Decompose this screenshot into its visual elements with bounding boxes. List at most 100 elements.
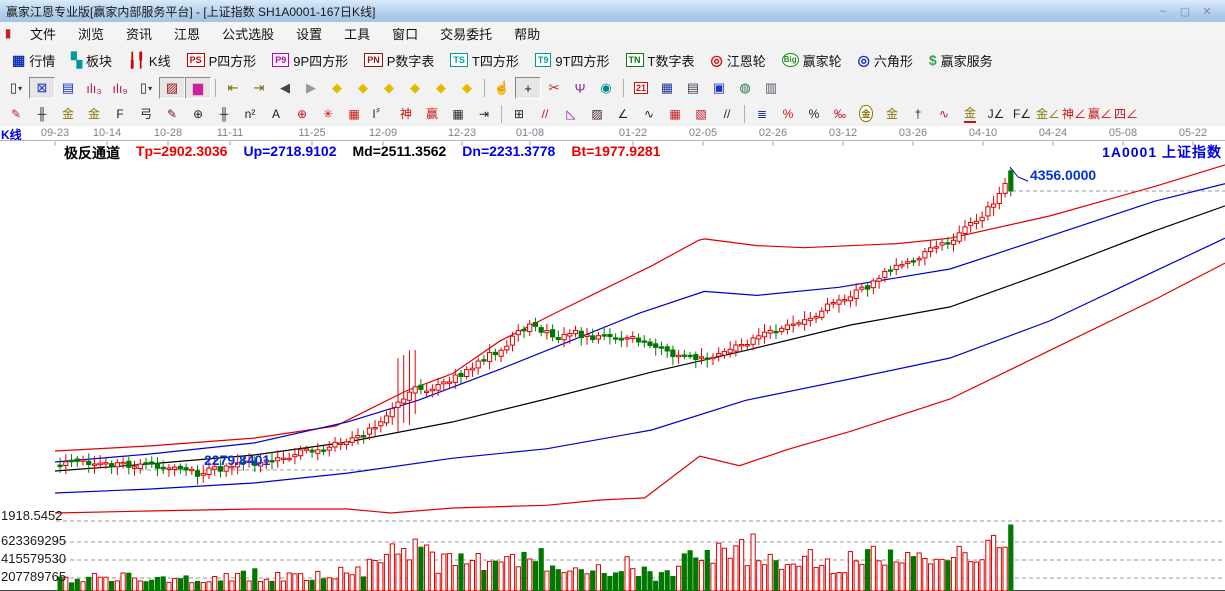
t-number-table-button[interactable]: TN T数字表 — [618, 49, 703, 72]
starburst-icon[interactable]: ✳ — [315, 103, 341, 125]
gold-section-a-icon[interactable]: 金 — [55, 103, 81, 125]
red-wave-icon[interactable]: ∿ — [931, 103, 957, 125]
angle-lines-icon[interactable]: ∠ — [610, 103, 636, 125]
calendar-21-icon[interactable]: 21 — [628, 77, 654, 99]
n-square-icon[interactable]: n² — [237, 103, 263, 125]
shen-tool-icon[interactable]: 神 — [393, 103, 419, 125]
p-number-table-button[interactable]: PN P数字表 — [356, 49, 442, 72]
minimize-icon[interactable]: – — [1159, 4, 1167, 17]
f10-info-icon[interactable]: ▤ — [55, 77, 81, 99]
kline-button[interactable]: ╽╿ K线 — [120, 49, 179, 72]
red-fan-icon[interactable]: // — [532, 103, 558, 125]
brush-marker-icon[interactable]: † — [905, 103, 931, 125]
parallel-lines-icon[interactable]: // — [714, 103, 740, 125]
percent-levels-icon[interactable]: ‰ — [827, 103, 853, 125]
box-fan-icon[interactable]: ▨ — [584, 103, 610, 125]
gold-circle-icon[interactable]: 金 — [853, 103, 879, 125]
shift-left-diamond-icon[interactable]: ◆ — [324, 77, 350, 99]
angle-a-icon[interactable]: A — [263, 103, 289, 125]
four-angle-icon[interactable]: 四∠ — [1113, 103, 1139, 125]
f-angle-icon[interactable]: F∠ — [1009, 103, 1035, 125]
last-bar-icon[interactable]: ⇥ — [246, 77, 272, 99]
hexagon-button[interactable]: ◎ 六角形 — [850, 49, 921, 72]
gann-wheel-button[interactable]: ◎ 江恩轮 — [702, 49, 773, 72]
gann-lines-icon[interactable]: ╫ — [29, 103, 55, 125]
quotes-button[interactable]: ▦ 行情 — [4, 49, 63, 72]
gold-levels-icon[interactable]: 金 — [879, 103, 905, 125]
menu-item-6[interactable]: 设置 — [296, 27, 323, 42]
fit-all-diamond-icon[interactable]: ◆ — [454, 77, 480, 99]
save-icon[interactable]: ▣ — [706, 77, 732, 99]
red-pencil-icon[interactable]: ✎ — [159, 103, 185, 125]
next-bar-icon[interactable]: ▶ — [298, 77, 324, 99]
three-pane-chart-icon[interactable]: ılı₃ — [81, 77, 107, 99]
red-grid-arrow-icon[interactable]: ▧ — [688, 103, 714, 125]
menu-item-7[interactable]: 工具 — [344, 27, 371, 42]
menu-item-8[interactable]: 窗口 — [392, 27, 419, 42]
cycle-tool-icon[interactable]: ◉ — [593, 77, 619, 99]
purple-fan-icon[interactable]: ◺ — [558, 103, 584, 125]
sectors-button[interactable]: ▚ 板块 — [63, 49, 120, 72]
winner-wheel-button[interactable]: Big 赢家轮 — [774, 49, 850, 72]
box-handle-icon[interactable]: ⊞ — [506, 103, 532, 125]
gann-symbol-tool-icon[interactable]: Ψ — [567, 77, 593, 99]
ruler-lines-icon[interactable]: ╫ — [211, 103, 237, 125]
i-quote-icon[interactable]: Ι〞 — [367, 103, 393, 125]
gold-section-b-icon[interactable]: 金 — [81, 103, 107, 125]
memo-icon[interactable]: ▤ — [680, 77, 706, 99]
title-bar[interactable]: 赢家江恩专业版[赢家内部服务平台] - [上证指数 SH1A0001-167日K… — [0, 0, 1225, 23]
hand-tool-icon[interactable]: ☝ — [489, 77, 515, 99]
red-grid-icon[interactable]: ▦ — [662, 103, 688, 125]
tab-right-icon[interactable]: ⇥ — [471, 103, 497, 125]
child-window-icon[interactable]: ▮ — [4, 26, 12, 40]
zoom-in-diamond-icon[interactable]: ◆ — [402, 77, 428, 99]
crosshair-tool-icon[interactable]: + — [515, 77, 541, 99]
close-icon[interactable]: ✕ — [1202, 5, 1212, 18]
9t-square-button[interactable]: T9 9T四方形 — [527, 49, 618, 72]
ying-tool-icon[interactable]: 赢 — [419, 103, 445, 125]
gold-angle-icon[interactable]: 金∠ — [1035, 103, 1061, 125]
p-square-button[interactable]: PS P四方形 — [179, 49, 265, 72]
red-grid-box-icon[interactable]: ▦ — [341, 103, 367, 125]
percent-icon[interactable]: % — [801, 103, 827, 125]
nine-pane-chart-icon[interactable]: ılı₉ — [107, 77, 133, 99]
level-bars-icon[interactable]: ≣ — [749, 103, 775, 125]
menu-item-4[interactable]: 江恩 — [174, 27, 201, 42]
calculator-icon[interactable]: ▦ — [654, 77, 680, 99]
indicator-window-icon[interactable]: ▨ — [159, 77, 185, 99]
ying-angle-icon[interactable]: 赢∠ — [1087, 103, 1113, 125]
angle-measure-icon[interactable]: ✂ — [541, 77, 567, 99]
market-overview-icon[interactable]: ⊠ — [29, 77, 55, 99]
color-volume-icon[interactable]: ▆ — [185, 77, 211, 99]
j-angle-icon[interactable]: J∠ — [983, 103, 1009, 125]
menu-item-2[interactable]: 浏览 — [78, 27, 105, 42]
shift-right-diamond-icon[interactable]: ◆ — [350, 77, 376, 99]
f-line-icon[interactable]: F — [107, 103, 133, 125]
print-icon[interactable]: ▥ — [758, 77, 784, 99]
maximize-icon[interactable]: ▢ — [1179, 5, 1191, 18]
number-grid-icon[interactable]: ▦ — [445, 103, 471, 125]
9p-square-button[interactable]: P9 9P四方形 — [264, 49, 356, 72]
percent-line-icon[interactable]: % — [775, 103, 801, 125]
candle-style-selector[interactable]: ▯ ▾ — [133, 77, 159, 99]
gold-underline-icon[interactable]: 金 — [957, 103, 983, 125]
zigzag-icon[interactable]: ∿ — [636, 103, 662, 125]
zoom-out-diamond-icon[interactable]: ◆ — [376, 77, 402, 99]
gann-circle-icon[interactable]: ⊕ — [185, 103, 211, 125]
compress-diamond-icon[interactable]: ◆ — [428, 77, 454, 99]
red-target-icon[interactable]: ⊕ — [289, 103, 315, 125]
shen-angle-icon[interactable]: 神∠ — [1061, 103, 1087, 125]
spiral-icon[interactable]: 弓 — [133, 103, 159, 125]
menu-item-5[interactable]: 公式选股 — [222, 27, 275, 42]
t-square-button[interactable]: TS T四方形 — [442, 49, 526, 72]
first-bar-icon[interactable]: ⇤ — [220, 77, 246, 99]
menu-item-10[interactable]: 帮助 — [514, 27, 541, 42]
export-icon[interactable]: ◍ — [732, 77, 758, 99]
menu-item-1[interactable]: 文件 — [30, 27, 57, 42]
menu-item-9[interactable]: 交易委托 — [440, 27, 493, 42]
prev-bar-icon[interactable]: ◀ — [272, 77, 298, 99]
kline-chart[interactable]: 极反通道 Tp=2902.3036 Up=2718.9102 Md=2511.356… — [0, 140, 1225, 591]
winner-service-button[interactable]: $ 赢家服务 — [921, 49, 1001, 72]
period-day-selector[interactable]: ▯ ▾ — [3, 77, 29, 99]
menu-item-3[interactable]: 资讯 — [126, 27, 153, 42]
